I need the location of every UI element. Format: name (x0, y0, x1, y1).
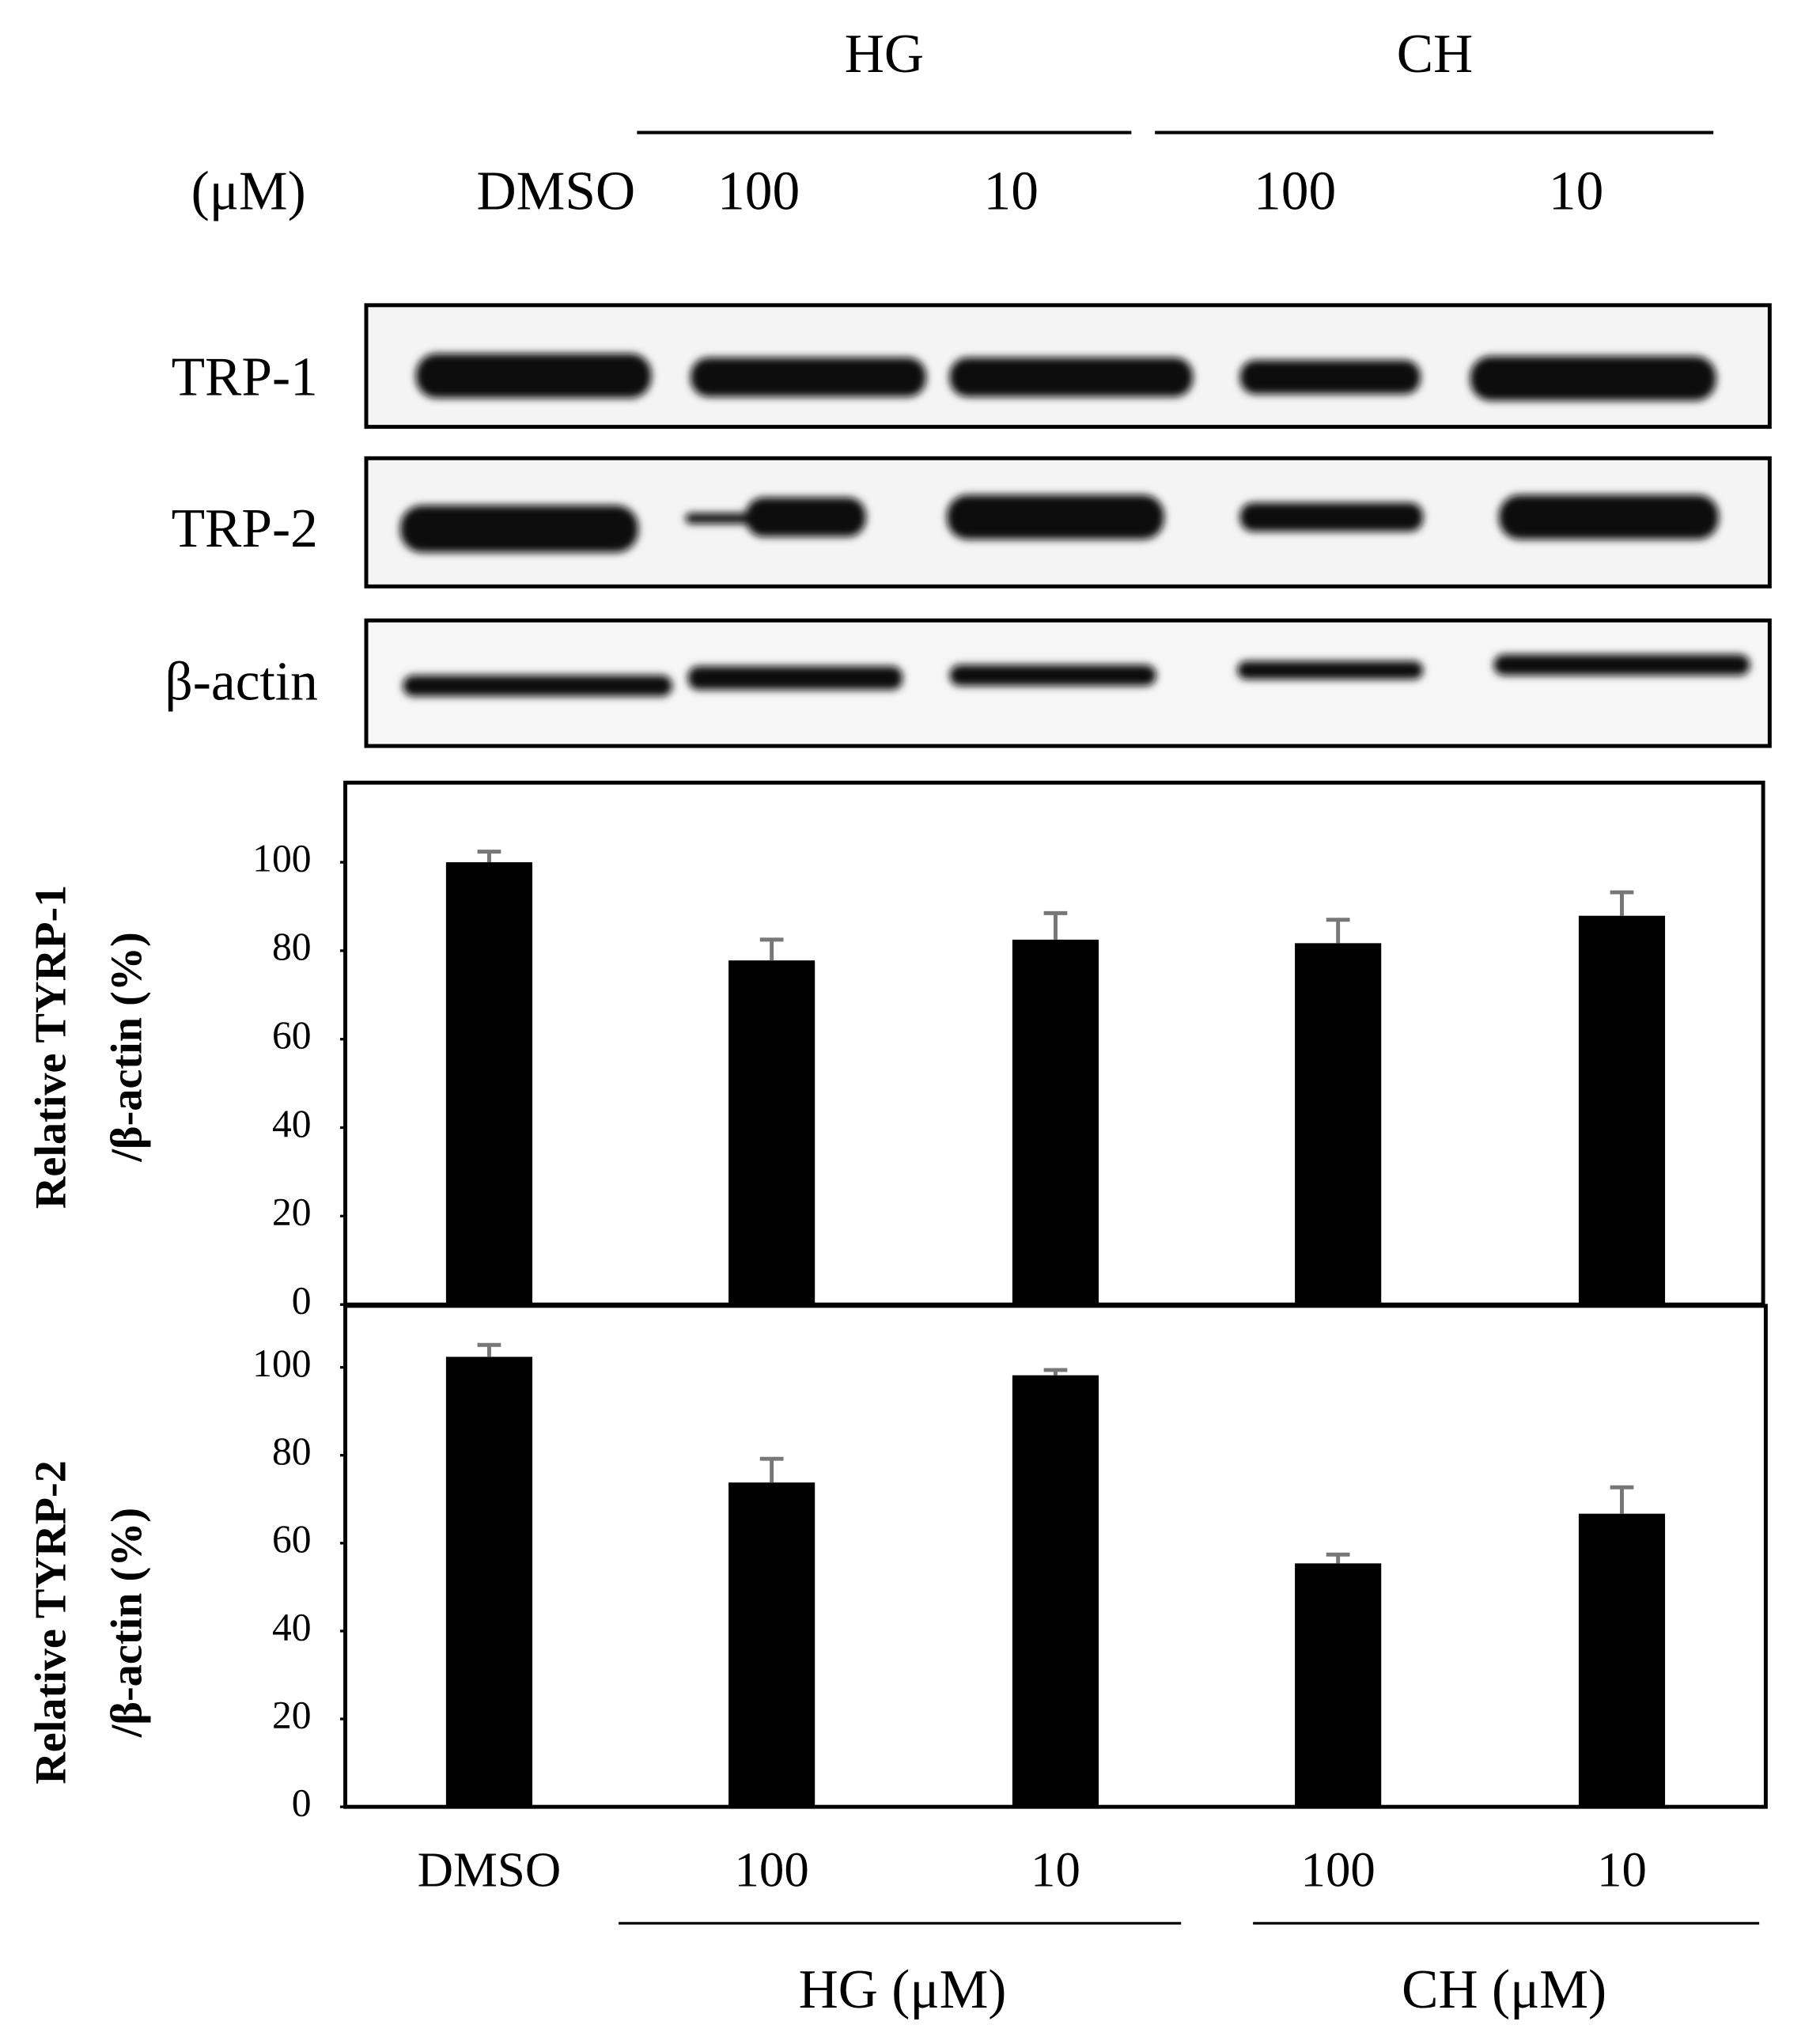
bar (1012, 939, 1099, 1305)
blot-label: TRP-2 (172, 498, 318, 559)
x-tick-label: 10 (1031, 1842, 1080, 1898)
bar (728, 1482, 815, 1807)
lane-label: 10 (984, 161, 1039, 222)
lane-label: 100 (1254, 161, 1336, 222)
y-axis-label: Relative TYRP-2 (26, 1460, 75, 1785)
group-label: HG (μM) (799, 1959, 1007, 2020)
unit-label: (μM) (191, 161, 306, 222)
y-axis-label: /β-actin (%) (102, 932, 151, 1162)
y-tick-label: 60 (272, 1517, 312, 1561)
group-label: CH (1397, 24, 1473, 85)
y-axis-label: Relative TYRP-1 (26, 885, 75, 1209)
x-tick-label: 100 (735, 1842, 809, 1898)
blot-label: TRP-1 (172, 346, 318, 407)
bar (728, 960, 815, 1305)
bar (1295, 1563, 1382, 1807)
bar (1578, 1513, 1666, 1807)
bar (1578, 915, 1666, 1305)
bar (1295, 943, 1382, 1305)
y-tick-label: 0 (292, 1279, 312, 1323)
y-tick-label: 60 (272, 1013, 312, 1057)
y-tick-label: 100 (252, 836, 311, 880)
y-tick-label: 40 (272, 1605, 312, 1648)
x-tick-label: 100 (1301, 1842, 1376, 1898)
y-tick-label: 20 (272, 1693, 312, 1736)
y-axis-label: /β-actin (%) (102, 1508, 151, 1738)
blot-bands (400, 494, 1719, 553)
blot-bands (403, 654, 1750, 697)
y-tick-label: 80 (272, 925, 312, 968)
y-tick-label: 80 (272, 1429, 312, 1473)
x-tick-label: 10 (1597, 1842, 1647, 1898)
lane-label: 10 (1549, 161, 1603, 222)
lane-label: 100 (717, 161, 800, 222)
group-label: CH (μM) (1402, 1959, 1606, 2020)
group-label: HG (845, 24, 924, 85)
blot-bands (415, 353, 1716, 401)
lane-label: DMSO (476, 161, 635, 222)
x-tick-label: DMSO (418, 1842, 562, 1898)
bar (1012, 1375, 1099, 1807)
y-tick-label: 100 (252, 1342, 311, 1385)
y-tick-label: 40 (272, 1102, 312, 1145)
bar (445, 862, 533, 1305)
blot-label: β-actin (165, 652, 317, 713)
y-tick-label: 20 (272, 1190, 312, 1234)
y-tick-label: 0 (292, 1781, 312, 1825)
bar (445, 1357, 533, 1807)
